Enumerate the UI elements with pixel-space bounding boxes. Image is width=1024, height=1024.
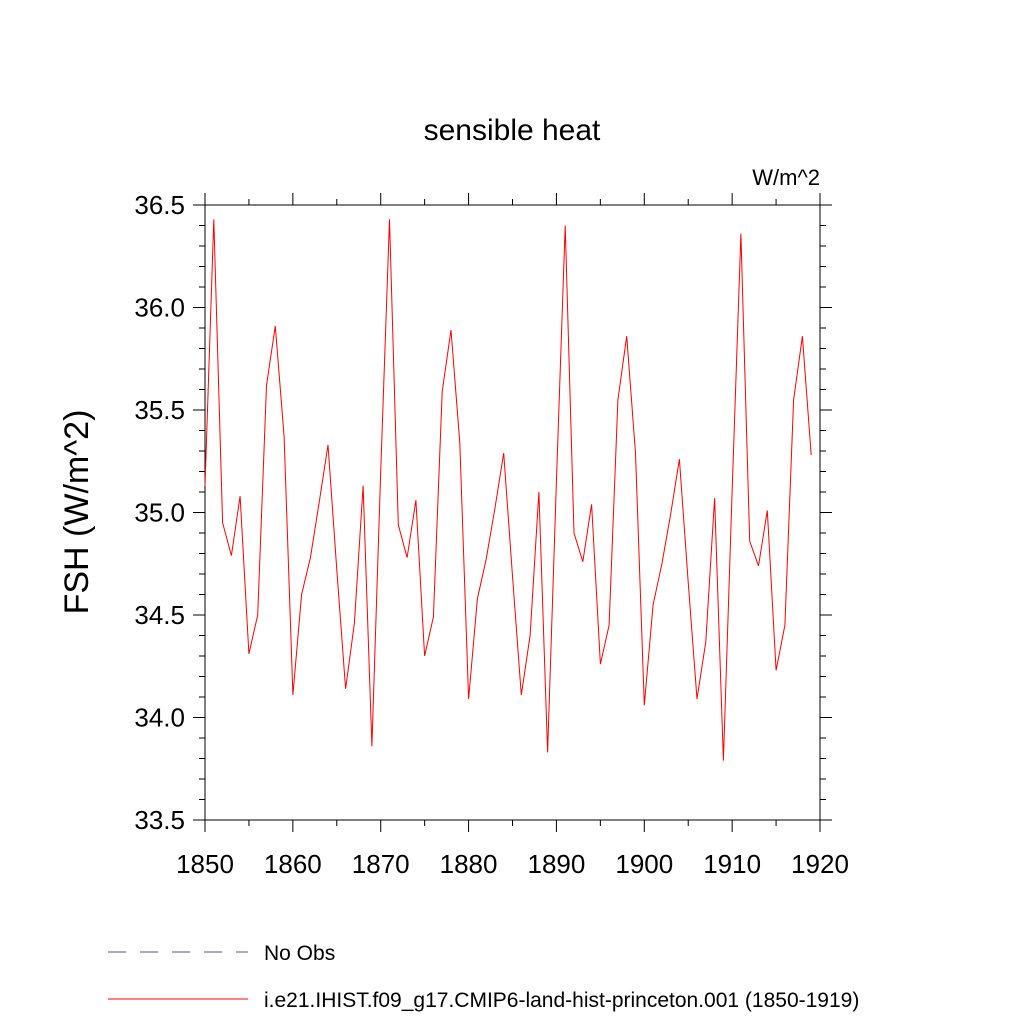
x-tick-label: 1890 [528,849,586,879]
x-tick-label: 1880 [440,849,498,879]
x-tick-label: 1910 [703,849,761,879]
series-layer [204,219,812,761]
x-tick-label: 1920 [791,849,849,879]
legend: No Obs i.e21.IHIST.f09_g17.CMIP6-land-hi… [108,942,859,1012]
legend-label-model: i.e21.IHIST.f09_g17.CMIP6-land-hist-prin… [264,989,859,1012]
chart-title: sensible heat [424,114,601,147]
y-tick-label: 36.0 [134,293,185,323]
legend-label-no-obs: No Obs [264,942,335,965]
y-tick-label: 35.0 [134,498,185,528]
units-label: W/m^2 [752,165,820,190]
x-tick-label: 1870 [352,849,410,879]
x-tick-label: 1860 [264,849,322,879]
y-tick-label: 33.5 [134,805,185,835]
y-tick-label: 34.0 [134,703,185,733]
series-line [204,219,812,761]
axis-ticks [193,193,832,832]
y-tick-label: 35.5 [134,395,185,425]
plot-frame [204,204,821,821]
axis-tick-labels: 1850 1860 1870 1880 1890 1900 1910 1920 33.5 34.0… [134,190,849,879]
y-tick-label: 34.5 [134,600,185,630]
y-tick-label: 36.5 [134,190,185,220]
x-tick-label: 1900 [615,849,673,879]
y-axis-label: FSH (W/m^2) [58,410,96,615]
x-tick-label: 1850 [176,849,234,879]
